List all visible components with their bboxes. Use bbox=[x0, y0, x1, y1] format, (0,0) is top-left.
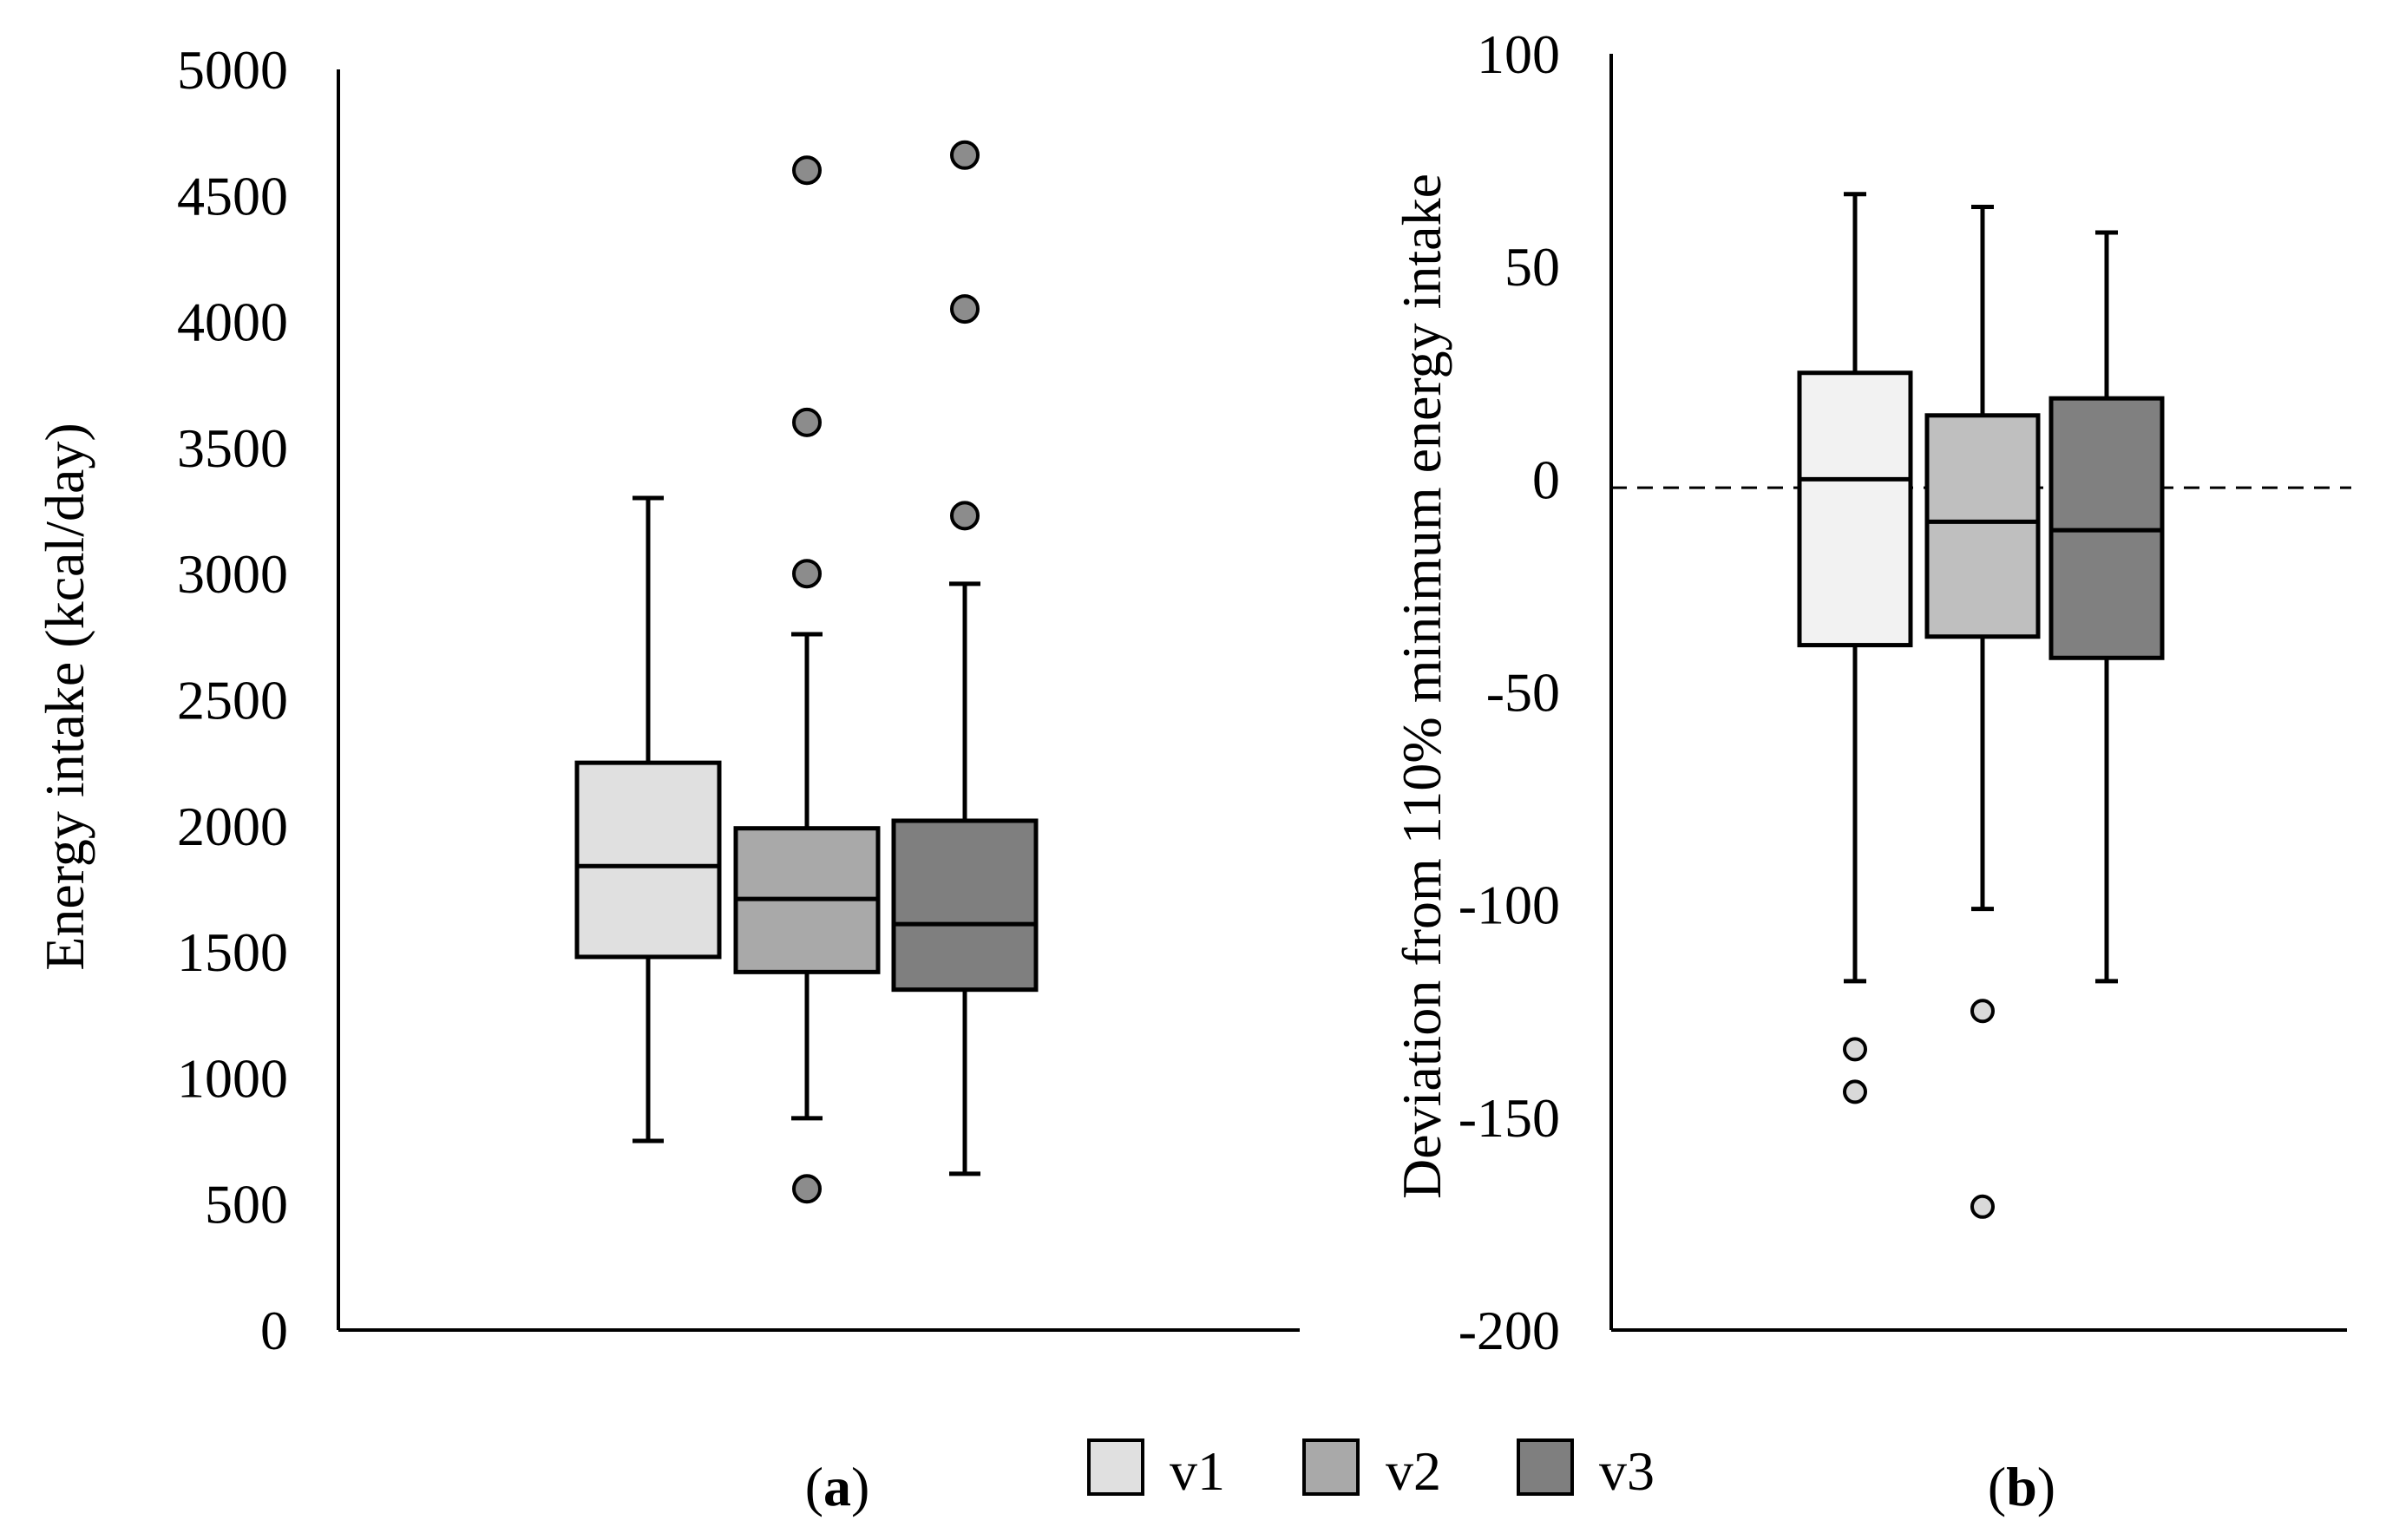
panel-a-boxes bbox=[574, 140, 1039, 1204]
panel-b-y-tick-label: -100 bbox=[1458, 875, 1560, 936]
panel-b-y-tick-label: -200 bbox=[1458, 1300, 1560, 1361]
panel-b-box-v3 bbox=[2048, 230, 2165, 984]
legend-label-v1: v1 bbox=[1170, 1440, 1225, 1502]
panel-b-y-axis-label: Deviation from 110% minimum energy intak… bbox=[1391, 174, 1452, 1199]
panel-a-label: (a) bbox=[805, 1456, 870, 1517]
panel-a-y-tick-label: 2000 bbox=[177, 796, 288, 857]
legend-label-v3: v3 bbox=[1599, 1440, 1655, 1502]
panel-a-box-v1 bbox=[574, 495, 722, 1144]
panel-a-y-tick-label: 3000 bbox=[177, 543, 288, 605]
panel-a-y-tick-label: 5000 bbox=[177, 39, 288, 101]
panel-a-y-tick-label: 3500 bbox=[177, 417, 288, 479]
iqr-box bbox=[1797, 370, 1913, 648]
outlier-point bbox=[792, 155, 822, 186]
outlier-point bbox=[1970, 1194, 1995, 1219]
outlier-point bbox=[950, 501, 980, 531]
legend: v1 v2 v3 bbox=[1087, 1438, 1655, 1502]
panel-b-y-tick-label: -150 bbox=[1458, 1087, 1560, 1149]
panel-a-box-v3 bbox=[891, 140, 1039, 1176]
legend-swatch-v2 bbox=[1302, 1438, 1360, 1496]
outlier-point bbox=[950, 140, 980, 170]
panel-b-deviation: Deviation from 110% minimum energy intak… bbox=[1391, 23, 2351, 1517]
outlier-point bbox=[792, 407, 822, 437]
legend-swatch-v1 bbox=[1087, 1438, 1144, 1496]
outlier-point bbox=[950, 294, 980, 324]
panel-a-energy-intake: Energy intake (kcal/day) 0 500 1000 1500 200… bbox=[34, 39, 1300, 1517]
panel-a-y-tick-label: 1500 bbox=[177, 921, 288, 983]
panel-a-box-v2 bbox=[733, 155, 881, 1204]
outlier-point bbox=[1843, 1037, 1867, 1062]
panel-b-y-tick-label: -50 bbox=[1486, 662, 1560, 724]
panel-b-y-tick-label: 100 bbox=[1477, 23, 1560, 85]
outlier-point bbox=[792, 1174, 822, 1204]
panel-b-y-tick-label: 50 bbox=[1504, 236, 1560, 298]
legend-label-v2: v2 bbox=[1386, 1440, 1441, 1502]
panel-a-y-tick-label: 4000 bbox=[177, 292, 288, 353]
panel-b-y-tick-label: 0 bbox=[1532, 449, 1560, 510]
iqr-box bbox=[891, 818, 1039, 993]
panel-b-boxes bbox=[1797, 192, 2165, 1219]
panel-a-y-axis-label: Energy intake (kcal/day) bbox=[34, 423, 95, 970]
panel-a-y-ticks: 0 500 1000 1500 2000 2500 3000 3500 4000 4500 5000 bbox=[177, 39, 288, 1361]
panel-a-y-tick-label: 4500 bbox=[177, 165, 288, 226]
panel-b-box-v2 bbox=[1924, 205, 2041, 1219]
panel-b-label: (b) bbox=[1988, 1456, 2055, 1517]
panel-a-y-tick-label: 1000 bbox=[177, 1047, 288, 1109]
outlier-point bbox=[1843, 1079, 1867, 1104]
outlier-point bbox=[792, 559, 822, 589]
legend-swatch-v3 bbox=[1517, 1438, 1574, 1496]
iqr-box bbox=[1924, 413, 2041, 639]
panel-a-y-tick-label: 2500 bbox=[177, 670, 288, 731]
panel-b-box-v1 bbox=[1797, 192, 1913, 1104]
panel-a-y-tick-label: 500 bbox=[205, 1174, 288, 1235]
panel-a-y-tick-label: 0 bbox=[260, 1300, 288, 1361]
iqr-box bbox=[574, 760, 722, 960]
outlier-point bbox=[1970, 999, 1995, 1024]
panel-b-y-ticks: -200 -150 -100 -50 0 50 100 bbox=[1458, 23, 1560, 1361]
